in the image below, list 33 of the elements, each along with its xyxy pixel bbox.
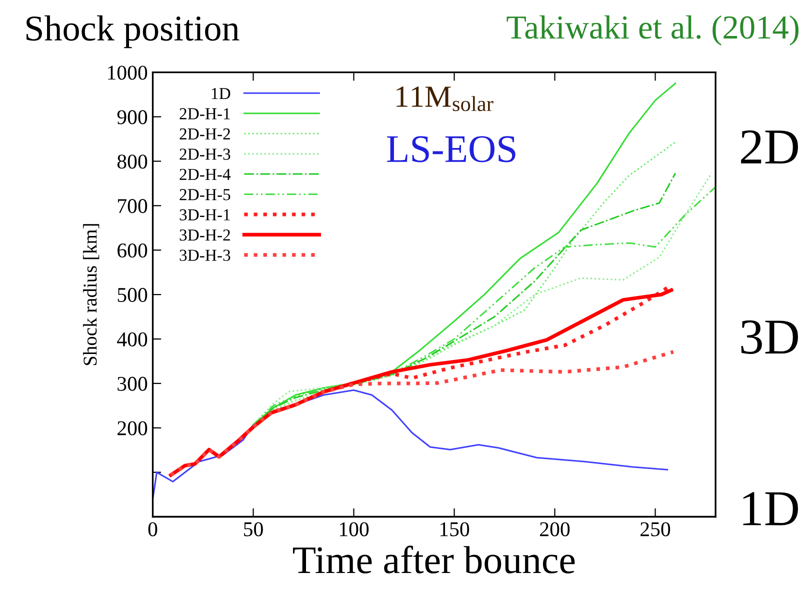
x-tick-label: 200 — [540, 522, 570, 536]
y-tick-label: 1000 — [108, 66, 148, 80]
legend-label: 2D-H-1 — [180, 108, 230, 120]
x-axis-title: Time after bounce — [293, 546, 575, 574]
annotation: LS-EOS — [387, 136, 516, 162]
legend-label: 3D-H-2 — [180, 229, 230, 241]
x-tick-label: 50 — [244, 522, 263, 536]
text: Takiwaki et al. (2014) — [506, 15, 799, 46]
x-tick-label: 150 — [440, 522, 470, 536]
y-tick-label: 300 — [118, 376, 148, 391]
legend-label: 3D-H-1 — [180, 209, 230, 220]
y-tick-label: 900 — [117, 110, 148, 124]
y-tick-label: 400 — [117, 332, 148, 346]
y-tick-label: 700 — [118, 199, 148, 214]
x-tick-label: 250 — [640, 522, 670, 536]
legend-label: 2D-H-5 — [180, 189, 230, 200]
y-tick-label: 200 — [118, 421, 148, 436]
y-tick-label: 600 — [118, 243, 148, 258]
annotation: 11M$_{solar}$ — [396, 86, 494, 112]
legend-label: 2D-H-4 — [180, 168, 231, 180]
chart-title: Shock position — [26, 15, 240, 48]
x-tick-label: 0 — [148, 522, 158, 536]
legend-label: 2D-H-2 — [180, 128, 230, 140]
text: 1D — [743, 492, 798, 526]
y-axis-title: Shock radius [km] — [83, 224, 100, 366]
text: 2D — [741, 130, 798, 164]
legend-label: 3D-H-3 — [180, 250, 230, 261]
x-tick-label: 100 — [340, 522, 369, 536]
y-tick-label: 800 — [117, 154, 148, 169]
legend-label: 2D-H-3 — [180, 148, 230, 160]
legend-label: 1D — [212, 88, 230, 100]
text: 3D — [741, 320, 798, 354]
y-tick-label: 500 — [118, 288, 148, 302]
